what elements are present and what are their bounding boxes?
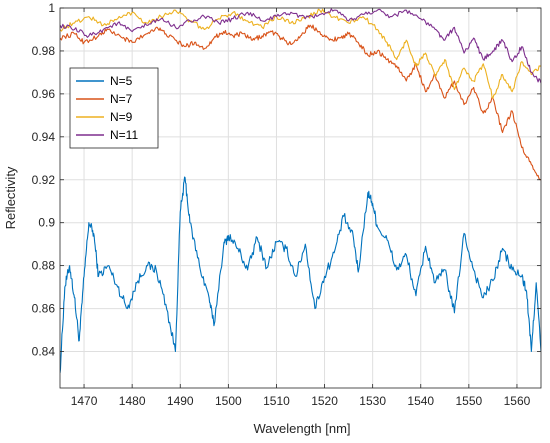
y-tick-label: 0.92 — [32, 173, 56, 187]
x-tick-label: 1490 — [167, 394, 194, 408]
x-tick-label: 1560 — [504, 394, 531, 408]
x-axis-label: Wavelength [nm] — [253, 421, 350, 436]
series-line-n11 — [60, 8, 541, 84]
y-tick-label: 0.86 — [32, 302, 56, 316]
legend-label: N=7 — [110, 92, 133, 106]
series-line-n5 — [60, 176, 541, 374]
x-tick-label: 1540 — [407, 394, 434, 408]
x-tick-label: 1520 — [311, 394, 338, 408]
y-tick-label: 0.84 — [32, 345, 56, 359]
series-line-n9 — [60, 8, 541, 99]
y-tick-label: 0.96 — [32, 87, 56, 101]
y-tick-label: 1 — [48, 1, 55, 15]
series-line-n7 — [60, 24, 541, 181]
y-axis-label: Reflectivity — [3, 166, 18, 229]
plot-area: 1470 1480 1490 1500 1510 1520 1530 1540 1550 1560… — [32, 1, 542, 408]
legend-label: N=5 — [110, 74, 133, 88]
legend-label: N=9 — [110, 110, 133, 124]
x-tick-label: 1510 — [263, 394, 290, 408]
legend-label: N=11 — [110, 128, 138, 142]
x-tick-label: 1500 — [215, 394, 242, 408]
x-tick-label: 1470 — [71, 394, 98, 408]
y-tick-label: 0.94 — [32, 130, 56, 144]
y-tick-label: 0.9 — [38, 216, 55, 230]
axes-box — [59, 7, 542, 389]
y-tick-label: 0.98 — [32, 44, 56, 58]
x-tick-label: 1480 — [119, 394, 146, 408]
x-tick-label: 1550 — [455, 394, 482, 408]
y-tick-label: 0.88 — [32, 259, 56, 273]
x-tick-label: 1530 — [359, 394, 386, 408]
